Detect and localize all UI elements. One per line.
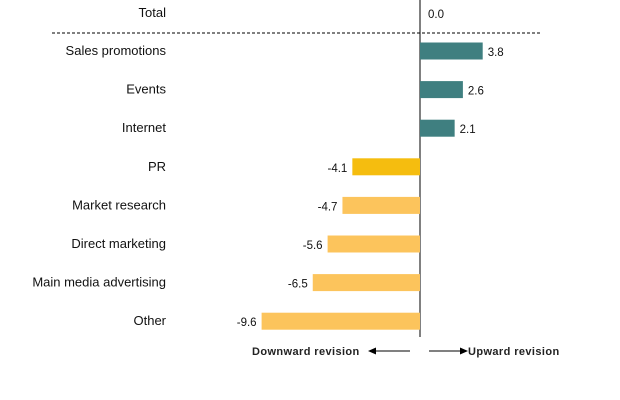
value-label-internet: 2.1 bbox=[460, 124, 476, 136]
bar-internet bbox=[420, 119, 455, 137]
category-label-market-research: Market research bbox=[72, 197, 166, 212]
value-label-market-research: -4.7 bbox=[318, 201, 338, 213]
value-label-direct-marketing: -5.6 bbox=[303, 240, 323, 252]
category-label-other: Other bbox=[133, 313, 166, 328]
category-label-internet: Internet bbox=[122, 120, 166, 135]
bar-direct-marketing bbox=[327, 235, 420, 253]
value-label-other: -9.6 bbox=[237, 317, 257, 329]
value-label-events: 2.6 bbox=[468, 86, 484, 98]
category-label-direct-marketing: Direct marketing bbox=[71, 236, 166, 251]
upward-arrow-head bbox=[460, 347, 468, 355]
bar-sales-promotions bbox=[420, 42, 483, 60]
value-label-main-media-advertising: -6.5 bbox=[288, 279, 308, 291]
bar-other bbox=[261, 312, 420, 330]
total-label: Total bbox=[139, 5, 167, 20]
value-label-pr: -4.1 bbox=[328, 163, 348, 175]
category-label-sales-promotions: Sales promotions bbox=[66, 43, 167, 58]
downward-revision-label: Downward revision bbox=[252, 346, 360, 358]
total-value: 0.0 bbox=[428, 9, 444, 21]
downward-arrow-head bbox=[368, 347, 376, 355]
category-label-main-media-advertising: Main media advertising bbox=[32, 275, 166, 290]
category-label-events: Events bbox=[126, 82, 166, 97]
bar-events bbox=[420, 81, 463, 99]
bar-main-media-advertising bbox=[312, 274, 420, 292]
bar-pr bbox=[352, 158, 420, 176]
value-label-sales-promotions: 3.8 bbox=[488, 47, 504, 59]
plot-area: Total 0.0 Sales promotions 3.8 Events 2.6 Inte… bbox=[32, 0, 559, 358]
bar-market-research bbox=[342, 196, 420, 214]
upward-revision-label: Upward revision bbox=[468, 346, 560, 358]
category-label-pr: PR bbox=[148, 159, 166, 174]
